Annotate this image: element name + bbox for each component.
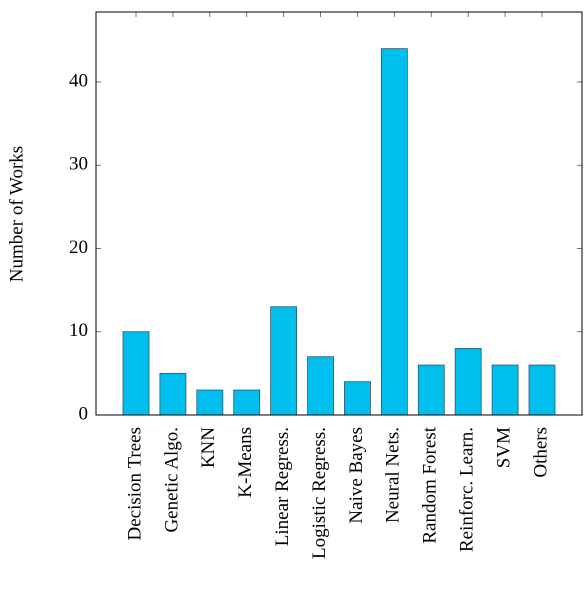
x-tick-label: Others xyxy=(530,427,551,478)
y-tick-label: 0 xyxy=(79,403,89,424)
x-tick-label: Neural Nets. xyxy=(383,427,404,523)
x-tick-label: KNN xyxy=(198,427,219,468)
x-tick-label: K-Means xyxy=(235,427,256,498)
bar xyxy=(417,364,445,416)
bar xyxy=(380,48,408,416)
bar xyxy=(122,331,150,416)
y-axis-label: Number of Works xyxy=(6,146,27,282)
bar xyxy=(233,389,261,416)
x-tick-label: Random Forest xyxy=(420,426,441,543)
bar xyxy=(528,364,556,416)
bar xyxy=(344,381,371,416)
bar xyxy=(196,389,224,416)
bar xyxy=(159,372,187,416)
y-tick-label: 20 xyxy=(69,237,88,258)
y-tick-label: 10 xyxy=(69,320,88,341)
x-tick-label: SVM xyxy=(493,427,514,468)
x-tick-label: Genetic Algo. xyxy=(161,427,182,533)
bar xyxy=(454,347,482,416)
bar xyxy=(307,356,334,416)
plot-frame xyxy=(95,11,583,416)
bar xyxy=(491,364,519,416)
x-tick-label: Decision Trees xyxy=(124,427,145,540)
x-tick-label: Naive Bayes xyxy=(346,427,367,524)
y-tick-label: 40 xyxy=(69,70,88,91)
x-tick-label: Linear Regress. xyxy=(272,427,293,546)
y-tick-label: 30 xyxy=(69,154,88,175)
x-tick-label: Reinforc. Learn. xyxy=(457,427,478,552)
x-tick-label: Logistic Regress. xyxy=(309,427,330,559)
bar xyxy=(270,306,298,416)
